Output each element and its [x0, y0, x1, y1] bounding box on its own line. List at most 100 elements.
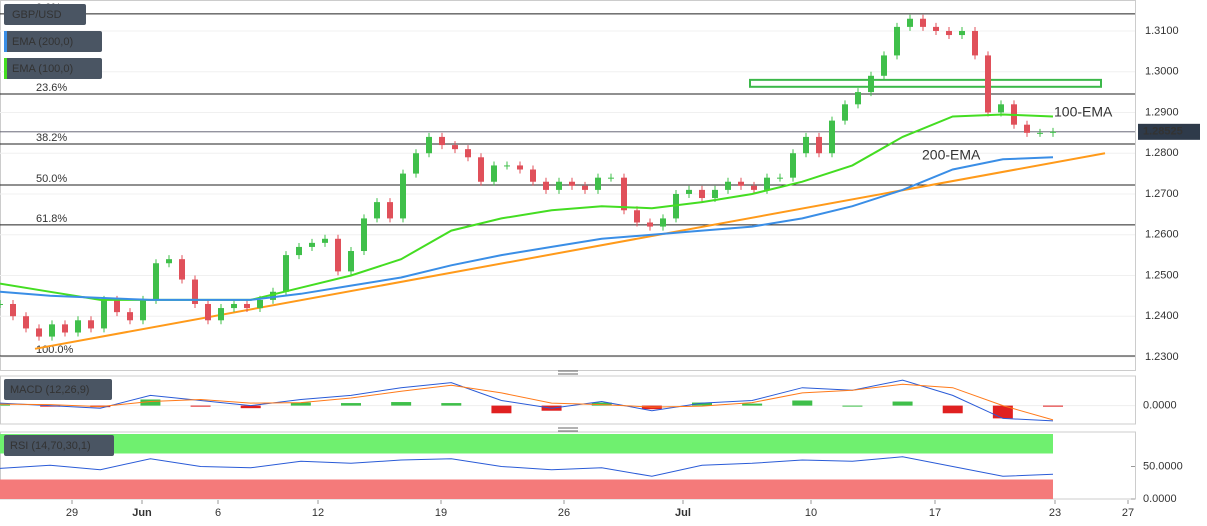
candle: [946, 30, 952, 36]
candle: [153, 263, 159, 300]
candle: [114, 299, 120, 313]
macd-histogram: [40, 405, 61, 407]
candle: [140, 299, 146, 321]
candle: [23, 316, 29, 329]
candle: [829, 120, 835, 154]
candle: [725, 181, 731, 190]
candle: [712, 189, 718, 199]
candle: [764, 177, 770, 190]
macd-histogram: [992, 405, 1013, 419]
legend-label: EMA (100,0): [12, 63, 73, 75]
candle: [660, 218, 666, 227]
candle: [439, 136, 445, 146]
candle: [452, 145, 458, 150]
legend-box: [4, 58, 102, 79]
candle: [582, 185, 588, 190]
x-tick-label: 27: [1122, 507, 1134, 519]
legend-label: GBP/USD: [12, 9, 62, 21]
candle: [257, 299, 263, 309]
candle: [855, 92, 861, 105]
candle: [218, 308, 224, 321]
rsi-oversold-band: [0, 479, 1053, 499]
candle: [361, 218, 367, 252]
y-tick-label: 0.0000: [1143, 400, 1177, 412]
panel-border: [0, 375, 1136, 425]
candle: [803, 136, 809, 154]
candle: [985, 55, 991, 113]
candle: [634, 210, 640, 223]
candle: [244, 303, 250, 309]
y-tick-label: 1.3000: [1145, 66, 1179, 78]
macd-histogram: [391, 402, 412, 406]
candle: [933, 26, 939, 31]
candle: [309, 242, 315, 247]
legend-label: EMA (200,0): [12, 36, 73, 48]
x-tick-label: 23: [1049, 507, 1061, 519]
candle: [595, 177, 601, 190]
y-tick-label: 1.2900: [1145, 106, 1179, 118]
ema-line: [0, 156, 1054, 301]
candle: [556, 181, 562, 190]
fib-label: 61.8%: [36, 213, 67, 225]
candle: [504, 165, 510, 167]
macd-histogram: [441, 403, 462, 406]
panel-border: [0, 0, 1136, 371]
candle: [478, 157, 484, 182]
legend-label: RSI (14,70,30,1): [10, 440, 91, 452]
x-tick-label: Jun: [132, 507, 152, 519]
macd-histogram: [290, 402, 311, 406]
candle: [192, 279, 198, 304]
candle: [530, 169, 536, 182]
legend-label: MACD (12,26,9): [10, 384, 89, 396]
x-tick-label: 19: [435, 507, 447, 519]
candle: [647, 222, 653, 227]
candle: [608, 177, 614, 179]
candle: [842, 104, 848, 121]
ema-annotation: 200-EMA: [922, 147, 981, 163]
macd-histogram: [692, 402, 712, 406]
candle: [790, 153, 796, 178]
candle: [10, 303, 16, 317]
candle: [179, 259, 185, 280]
candle: [374, 202, 380, 219]
candle: [75, 320, 81, 333]
y-tick-label: 0.0000: [1143, 493, 1177, 505]
candle: [335, 238, 341, 272]
fib-label: 38.2%: [36, 132, 67, 144]
y-tick-label: 1.2800: [1145, 147, 1179, 159]
signal-line: [0, 383, 1054, 421]
price-badge-label: 1.28525: [1143, 126, 1183, 138]
x-tick-label: Jul: [675, 507, 691, 519]
candle: [881, 55, 887, 76]
candle: [569, 181, 575, 186]
candle: [491, 165, 497, 182]
resistance-zone: [749, 78, 1102, 88]
fib-label: 50.0%: [36, 173, 67, 185]
candle: [699, 189, 705, 199]
candle: [920, 18, 926, 27]
legend-swatch: [4, 31, 7, 52]
macd-histogram: [942, 405, 963, 414]
candle: [777, 177, 783, 179]
candle: [751, 185, 757, 190]
candle: [62, 324, 68, 333]
macd-histogram: [792, 400, 813, 406]
x-tick-label: 10: [805, 507, 817, 519]
candle: [322, 238, 328, 243]
x-tick-label: 17: [929, 507, 941, 519]
macd-histogram: [842, 405, 863, 407]
ema-annotation: 100-EMA: [1054, 104, 1113, 120]
y-tick-label: 1.2600: [1145, 229, 1179, 241]
candle: [1024, 124, 1030, 133]
candle: [0, 303, 3, 305]
macd-line: [0, 379, 1054, 422]
candle: [387, 202, 393, 219]
candle: [205, 303, 211, 321]
x-tick-label: 12: [312, 507, 324, 519]
candle: [426, 136, 432, 154]
candle: [1050, 131, 1056, 133]
candle: [127, 312, 133, 321]
legend-box: [4, 31, 102, 52]
candle: [738, 181, 744, 186]
